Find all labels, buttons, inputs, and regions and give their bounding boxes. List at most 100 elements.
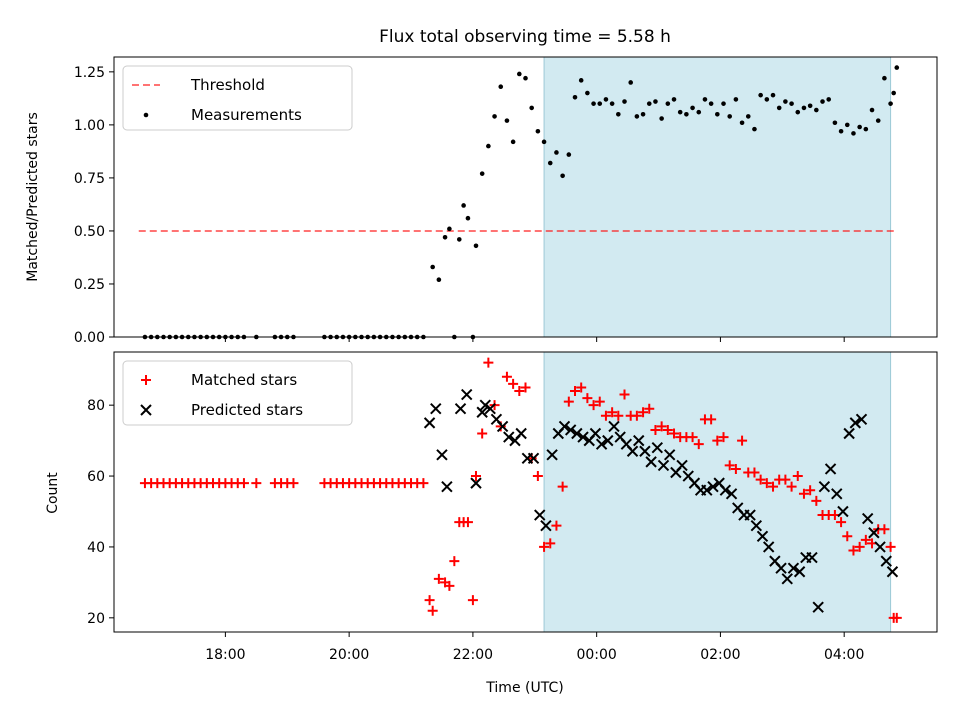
- measurement-point: [863, 126, 869, 132]
- predicted-star-marker: [589, 427, 602, 440]
- predicted-star-marker: [639, 445, 651, 457]
- matched-star-marker: [662, 424, 673, 435]
- matched-star-marker: [520, 382, 531, 393]
- measurement-point: [456, 237, 462, 242]
- matched-star-marker: [251, 478, 262, 489]
- measurement-point: [578, 78, 584, 83]
- predicted-star-marker: [831, 488, 843, 500]
- measurement-point: [640, 111, 646, 117]
- legend-box: [122, 65, 353, 131]
- matched-star-marker: [631, 410, 642, 421]
- measurement-point: [430, 264, 435, 270]
- measurement-point: [628, 80, 633, 85]
- measurement-point: [776, 105, 782, 111]
- predicted-star-marker: [781, 573, 793, 585]
- legend-label: Threshold: [190, 76, 265, 94]
- measurement-point: [770, 92, 776, 98]
- y-tick-label: 20: [87, 611, 105, 627]
- predicted-star-marker: [886, 566, 899, 578]
- legend: Threshold Measurements: [122, 65, 353, 131]
- matched-star-marker: [619, 389, 630, 400]
- matched-star-marker: [761, 478, 772, 489]
- measurement-point: [442, 235, 448, 240]
- measurement-point: [758, 92, 763, 98]
- measurement-point: [665, 101, 671, 106]
- predicted-star-marker: [564, 424, 577, 436]
- matched-star-marker: [467, 595, 478, 606]
- measurement-point: [869, 107, 875, 113]
- predicted-star-marker: [880, 555, 892, 567]
- measurement-point: [597, 101, 603, 106]
- measurement-point: [492, 114, 497, 119]
- y-tick-label: 1.25: [74, 65, 105, 81]
- measurement-point: [875, 118, 881, 123]
- legend: Matched stars Predicted stars: [122, 360, 353, 426]
- measurement-point: [436, 277, 442, 283]
- x-tick-label: 04:00: [824, 647, 864, 663]
- matched-star-marker: [613, 410, 624, 421]
- predicted-star-marker: [806, 551, 818, 564]
- matched-star-marker: [768, 481, 779, 492]
- matched-star-marker: [594, 396, 605, 407]
- predicted-star-marker: [470, 477, 482, 489]
- measurement-point: [659, 116, 664, 121]
- predicted-star-marker: [454, 403, 467, 415]
- measurement-point: [795, 109, 801, 115]
- y-tick-label: 40: [87, 540, 105, 556]
- measurement-point: [677, 109, 683, 115]
- predicted-star-marker: [515, 427, 527, 440]
- measurement-point: [547, 160, 553, 166]
- predicted-star-marker: [849, 417, 862, 429]
- predicted-star-marker: [577, 431, 589, 443]
- measurement-point: [498, 84, 504, 89]
- bottom-y-axis-label: Count: [45, 472, 61, 514]
- matched-star-marker: [848, 545, 859, 556]
- predicted-star-marker: [608, 420, 620, 433]
- predicted-star-marker: [701, 484, 713, 496]
- predicted-star-marker: [496, 420, 509, 433]
- measurement-point: [585, 90, 590, 96]
- predicted-star-marker: [546, 449, 558, 461]
- predicted-star-marker: [571, 427, 583, 440]
- predicted-star-marker: [707, 480, 719, 493]
- measurement-point: [535, 128, 541, 134]
- measurement-point: [820, 99, 825, 104]
- predicted-star-marker: [793, 566, 806, 578]
- predicted-star-marker: [818, 480, 831, 493]
- measurement-point: [616, 111, 621, 117]
- matched-star-marker: [570, 385, 581, 396]
- measurement-point: [653, 99, 658, 104]
- matched-star-marker: [706, 414, 717, 425]
- matched-star-marker: [551, 520, 562, 531]
- predicted-star-marker: [484, 403, 496, 415]
- predicted-star-marker: [744, 509, 756, 521]
- measurement-point: [888, 101, 893, 106]
- measurement-point: [529, 105, 534, 111]
- matched-star-marker: [449, 556, 460, 567]
- predicted-star-marker: [812, 601, 824, 613]
- x-axis-ticks: 18:00 20:00 22:00 00:00 02:00 04:00: [205, 647, 864, 663]
- matched-star-marker: [462, 517, 473, 528]
- matched-star-marker: [607, 407, 618, 418]
- matched-star-marker: [470, 471, 481, 482]
- y-tick-label: 1.00: [74, 118, 105, 134]
- predicted-star-marker: [843, 427, 855, 440]
- measurement-point: [646, 101, 652, 106]
- measurement-point: [609, 101, 615, 106]
- measurement-point: [764, 97, 770, 102]
- measurement-point: [486, 143, 491, 149]
- x-tick-label: 02:00: [700, 647, 740, 663]
- matched-star-marker: [836, 517, 847, 528]
- predicted-star-marker: [861, 512, 874, 525]
- predicted-star-marker: [558, 420, 571, 433]
- matched-star-marker: [669, 428, 680, 439]
- predicted-star-marker: [476, 406, 488, 418]
- plot-frame: [113, 56, 938, 338]
- matched-star-marker: [477, 428, 488, 439]
- measurement-point: [634, 114, 640, 119]
- measurement-point: [554, 150, 559, 155]
- x-tick-label: 18:00: [205, 647, 245, 663]
- y-tick-label: 0.25: [74, 277, 105, 293]
- measurement-point: [727, 114, 733, 119]
